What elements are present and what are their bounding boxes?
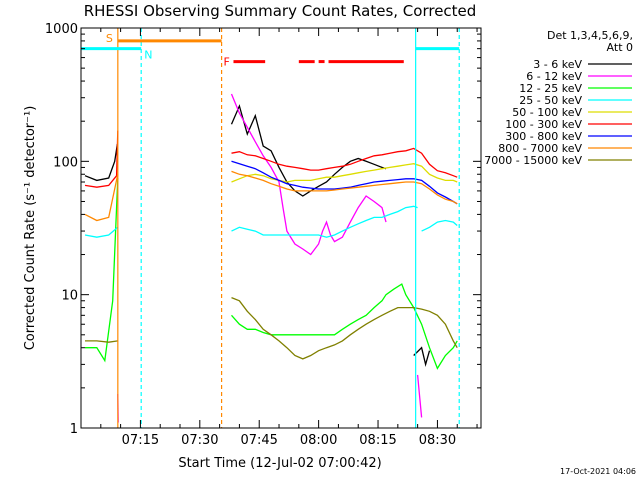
series-800-7000-kev-segment-0 — [84, 174, 119, 222]
legend-label-25-50-kev: 25 - 50 keV — [519, 94, 582, 107]
series-50-100-kev — [231, 163, 458, 183]
legend-label-12-25-kev: 12 - 25 keV — [519, 82, 582, 95]
legend-label-6-12-kev: 6 - 12 keV — [526, 70, 582, 83]
series-100-300-kev — [84, 130, 458, 188]
chart-title: RHESSI Observing Summary Count Rates, Co… — [84, 2, 477, 20]
x-tick-label-07-15: 07:15 — [122, 433, 159, 448]
axes-layer: 07:15 07:30 07:45 08:00 08:15 08:30 1 10 100 1000 — [45, 22, 481, 448]
legend-label-3-6-kev: 3 - 6 keV — [533, 58, 582, 71]
series-25-50-kev — [84, 205, 458, 238]
series-25-50-kev-segment-0 — [84, 226, 119, 238]
y-tick-label-1000: 1000 — [45, 22, 78, 37]
series-layer — [84, 93, 458, 423]
y-axis-label: Corrected Count Rate (s⁻¹ detector⁻¹) — [23, 106, 38, 351]
y-tick-label-100: 100 — [53, 155, 78, 170]
series-300-800-kev — [231, 160, 458, 205]
x-tick-label-08-00: 08:00 — [300, 433, 337, 448]
series-7000-15000-kev-segment-1 — [231, 296, 458, 360]
y-tick-label-10: 10 — [61, 289, 78, 304]
series-3-6-kev-segment-0 — [84, 143, 119, 182]
series-300-800-kev-segment-0 — [231, 160, 458, 205]
flag-letter-n: N — [144, 49, 152, 62]
series-3-6-kev-segment-1 — [230, 104, 387, 197]
legend-header-line-2: Att 0 — [607, 41, 633, 54]
series-6-12-kev-segment-2 — [416, 374, 423, 418]
legend-label-300-800-kev: 300 - 800 keV — [505, 130, 582, 143]
series-3-6-kev-segment-2 — [413, 346, 431, 367]
series-100-300-kev-segment-0 — [84, 130, 119, 188]
series-6-12-kev — [117, 93, 423, 423]
series-12-25-kev-segment-0 — [85, 177, 119, 363]
series-100-300-kev-segment-1 — [231, 147, 458, 178]
series-7000-15000-kev-segment-0 — [85, 340, 118, 343]
plot-frame — [80, 27, 482, 429]
legend-label-7000-15000-kev: 7000 - 15000 keV — [484, 154, 582, 167]
flag-letter-f: F — [223, 56, 229, 69]
series-800-7000-kev — [84, 170, 458, 222]
legend-label-100-300-kev: 100 - 300 keV — [505, 118, 582, 131]
legend-label-800-7000-kev: 800 - 7000 keV — [498, 142, 582, 155]
series-25-50-kev-segment-2 — [421, 219, 458, 232]
series-50-100-kev-segment-0 — [231, 163, 458, 183]
x-tick-label-08-15: 08:15 — [359, 433, 396, 448]
legend-label-50-100-kev: 50 - 100 keV — [512, 106, 582, 119]
series-6-12-kev-segment-1 — [230, 93, 387, 256]
y-tick-label-1: 1 — [70, 422, 78, 437]
annotation-layer — [81, 28, 460, 428]
flag-letter-s: S — [106, 32, 113, 45]
legend-header-line-1: Det 1,3,4,5,6,9, — [547, 29, 633, 42]
x-tick-label-08-30: 08:30 — [419, 433, 456, 448]
x-tick-label-07-45: 07:45 — [240, 433, 277, 448]
series-7000-15000-kev — [85, 296, 458, 360]
timestamp: 17-Oct-2021 04:06 — [560, 467, 636, 476]
x-tick-label-07-30: 07:30 — [181, 433, 218, 448]
x-axis-label: Start Time (12-Jul-02 07:00:42) — [178, 456, 381, 471]
series-800-7000-kev-segment-1 — [231, 170, 458, 205]
series-25-50-kev-segment-1 — [231, 205, 418, 238]
